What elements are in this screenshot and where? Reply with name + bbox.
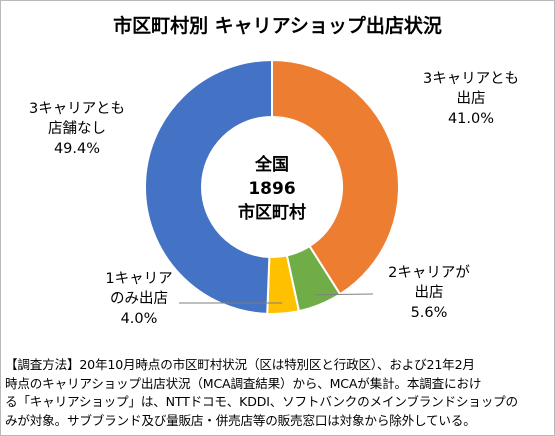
slice-label-line: のみ出店 [110, 291, 168, 307]
slice-label-line: 1キャリア [105, 271, 173, 287]
chart-title: 市区町村別 キャリアショップ出店状況 [113, 15, 442, 37]
slice-label-line: 店舗なし [48, 121, 106, 137]
slice-label-none-open: 3キャリアとも 店舗なし 49.4% [7, 99, 147, 159]
center-label-line: 1896 [248, 179, 296, 199]
slice-label-all-three-open: 3キャリアとも 出店 41.0% [401, 69, 541, 129]
center-label-line: 全国 [255, 155, 289, 175]
footnote-line: 【調査方法】20年10月時点の市区町村状況（区は特別区と行政区）、および21年2… [5, 357, 475, 372]
slice-value-label: 5.6% [410, 305, 448, 321]
slice-all-three-open [271, 58, 400, 296]
slice-label-line: 3キャリアとも [29, 101, 125, 117]
slice-value-label: 4.0% [120, 311, 158, 327]
footnote-line: る「キャリアショップ」は、NTTドコモ、KDDI、ソフトバンクのメインブランドシ… [5, 394, 518, 409]
center-label: 全国 1896 市区町村 [207, 153, 337, 225]
slice-value-label: 49.4% [53, 141, 101, 157]
slice-label-line: 2キャリアが [388, 265, 470, 281]
footnote-line: 時点のキャリアショップ出店状況（MCA調査結果）から、MCAが集計。本調査におけ [5, 375, 482, 391]
leader-line [316, 293, 374, 296]
slice-label-line: 出店 [414, 285, 444, 301]
slice-label-two-open: 2キャリアが 出店 5.6% [369, 263, 489, 323]
slice-label-line: 出店 [456, 91, 486, 107]
footnote: 【調査方法】20年10月時点の市区町村状況（区は特別区と行政区）、および21年2… [5, 356, 553, 430]
footnote-line: みが対象。サブブランド及び量販店・併売店等の販売窓口は対象から除外している。 [5, 412, 476, 428]
slice-label-line: 3キャリアとも [423, 71, 519, 87]
slice-value-label: 41.0% [447, 111, 495, 127]
center-label-line: 市区町村 [238, 203, 306, 223]
slice-label-one-open: 1キャリア のみ出店 4.0% [79, 269, 199, 329]
slice-none-open [144, 58, 273, 315]
